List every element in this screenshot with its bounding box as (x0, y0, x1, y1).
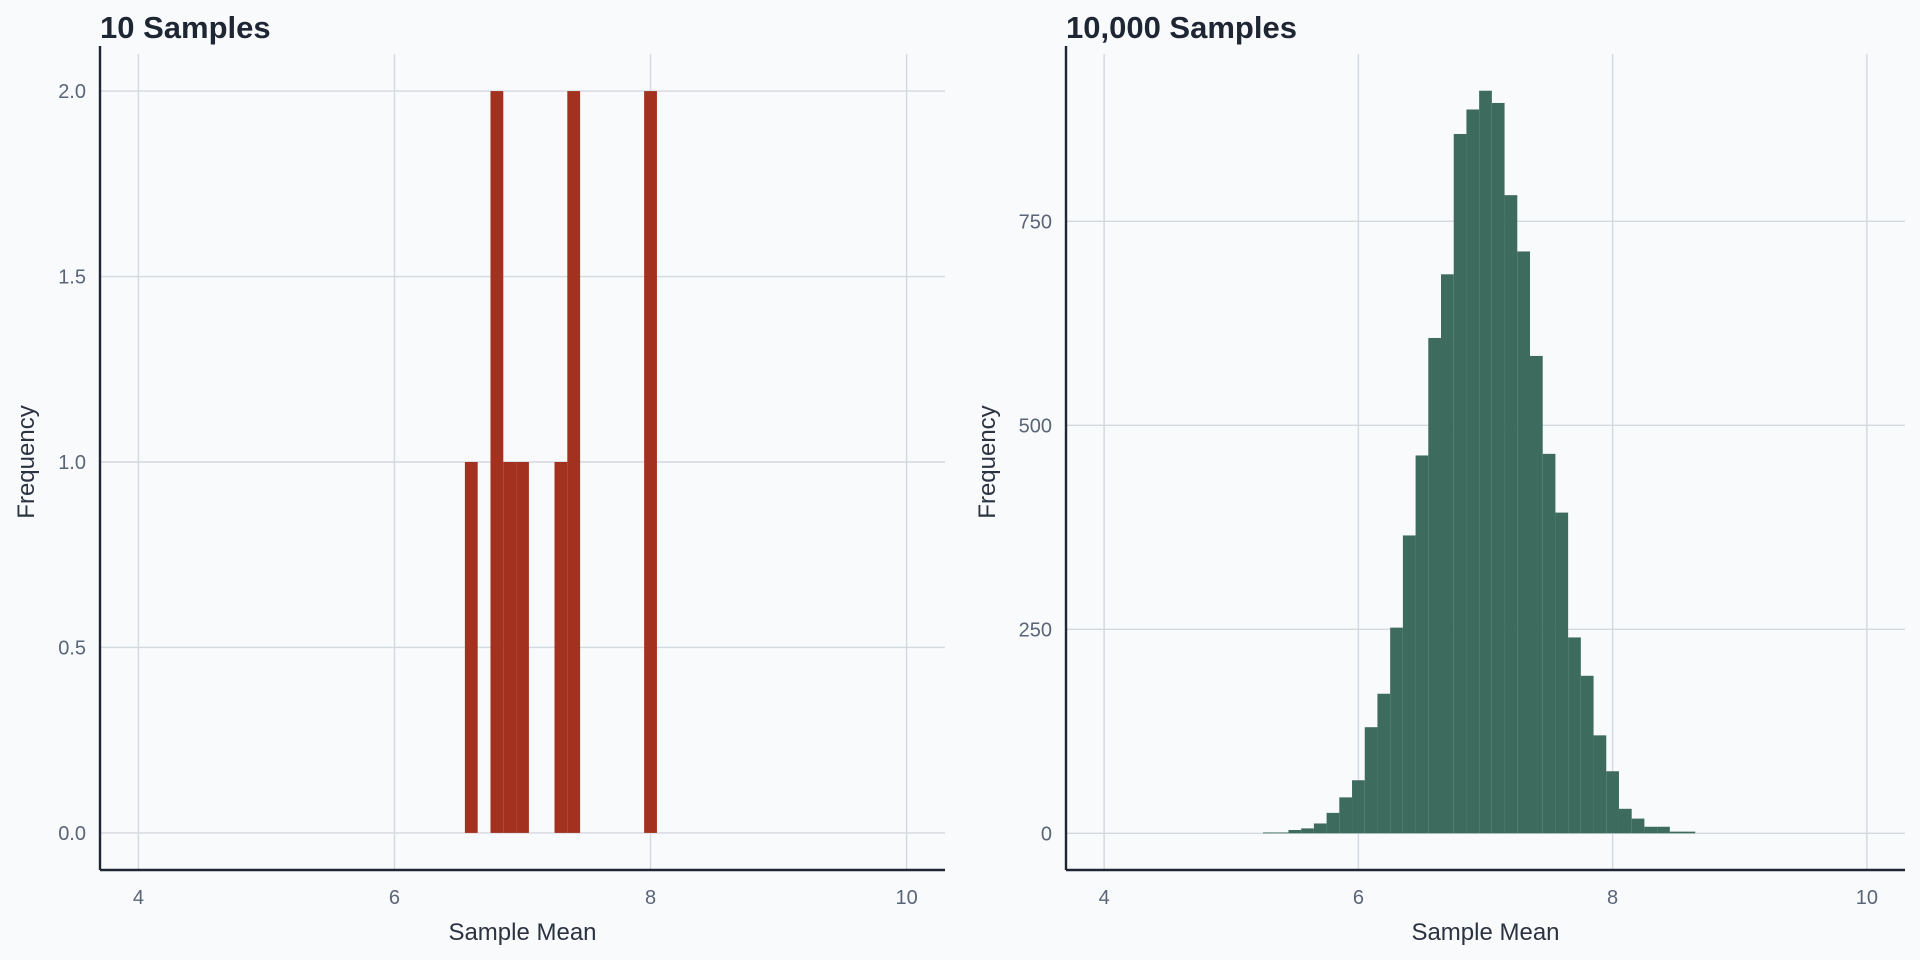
x-tick-label: 4 (1099, 887, 1110, 909)
histogram-bar (1606, 771, 1619, 834)
y-tick-label: 1.5 (58, 267, 86, 289)
histogram-bar (1415, 455, 1429, 834)
histogram-bar (1555, 512, 1569, 834)
y-tick-label: 1.0 (58, 452, 86, 474)
histogram-bar (1364, 727, 1378, 834)
y-tick-label: 0.0 (58, 823, 86, 845)
panel-title: 10,000 Samples (1066, 10, 1297, 45)
histogram-bar (1568, 637, 1581, 834)
histogram-bar (567, 91, 581, 833)
histogram-bar (1618, 808, 1632, 834)
histogram-bar (1288, 830, 1302, 834)
histogram-bar (1428, 337, 1442, 834)
histogram-bar (1301, 828, 1314, 834)
histogram-bar (1644, 826, 1658, 834)
y-tick-label: 0 (1041, 823, 1052, 845)
panel-10000-samples: 4 6 8 10 0 250 500 750 10,000 Samples Sample Mean… (974, 10, 1905, 946)
histogram-bar (1466, 109, 1480, 834)
x-axis-label: Sample Mean (1411, 919, 1559, 946)
histogram-bar (1313, 823, 1327, 834)
y-tick-label: 750 (1019, 211, 1052, 233)
histogram-bar (490, 91, 504, 833)
histogram-bar (1491, 102, 1505, 834)
x-tick-label: 8 (645, 887, 656, 909)
y-axis-label: Frequency (974, 405, 1001, 518)
y-tick-label: 250 (1019, 619, 1052, 641)
y-tick-label: 500 (1019, 415, 1052, 437)
histogram-bar (1263, 832, 1276, 834)
panel-10-samples: 4 6 8 10 0.0 0.5 1.0 1.5 2.0 10 Samples Sample Mea… (13, 10, 945, 946)
histogram-bar (1504, 195, 1518, 834)
histogram-bar (1339, 797, 1353, 834)
histogram-bar (1542, 453, 1556, 834)
histogram-bar (1402, 535, 1416, 834)
histogram-bar (503, 462, 517, 833)
y-tick-label: 2.0 (58, 81, 86, 103)
x-axis-label: Sample Mean (448, 919, 596, 946)
histogram-bar (1657, 826, 1670, 834)
x-tick-label: 6 (389, 887, 400, 909)
x-tick-label: 6 (1353, 887, 1364, 909)
y-tick-label: 0.5 (58, 637, 86, 659)
histogram-bar (1517, 251, 1530, 834)
histogram-bar (554, 462, 568, 833)
histogram-bar (1593, 735, 1607, 834)
histogram-bar (1580, 675, 1594, 834)
histogram-bar (1377, 693, 1391, 834)
x-tick-label: 8 (1607, 887, 1618, 909)
histogram-bar (1669, 831, 1683, 834)
histogram-bar (1631, 818, 1645, 834)
histogram-bar (1275, 832, 1289, 834)
x-tick-label: 4 (133, 887, 144, 909)
histogram-bar (1529, 355, 1543, 834)
histogram-bar (1453, 133, 1467, 834)
histogram-bar (1326, 812, 1340, 834)
histogram-bar (1390, 627, 1403, 834)
histogram-bar (1352, 780, 1365, 834)
histogram-bar (464, 462, 478, 833)
histogram-bar (1682, 831, 1696, 834)
panel-title: 10 Samples (100, 10, 271, 45)
x-tick-label: 10 (895, 887, 917, 909)
histogram-bar (1441, 274, 1454, 834)
y-axis-label: Frequency (13, 405, 40, 518)
histogram-bar (1479, 90, 1492, 834)
histogram-bar (644, 91, 657, 833)
histogram-bar (516, 462, 529, 833)
x-tick-label: 10 (1856, 887, 1878, 909)
